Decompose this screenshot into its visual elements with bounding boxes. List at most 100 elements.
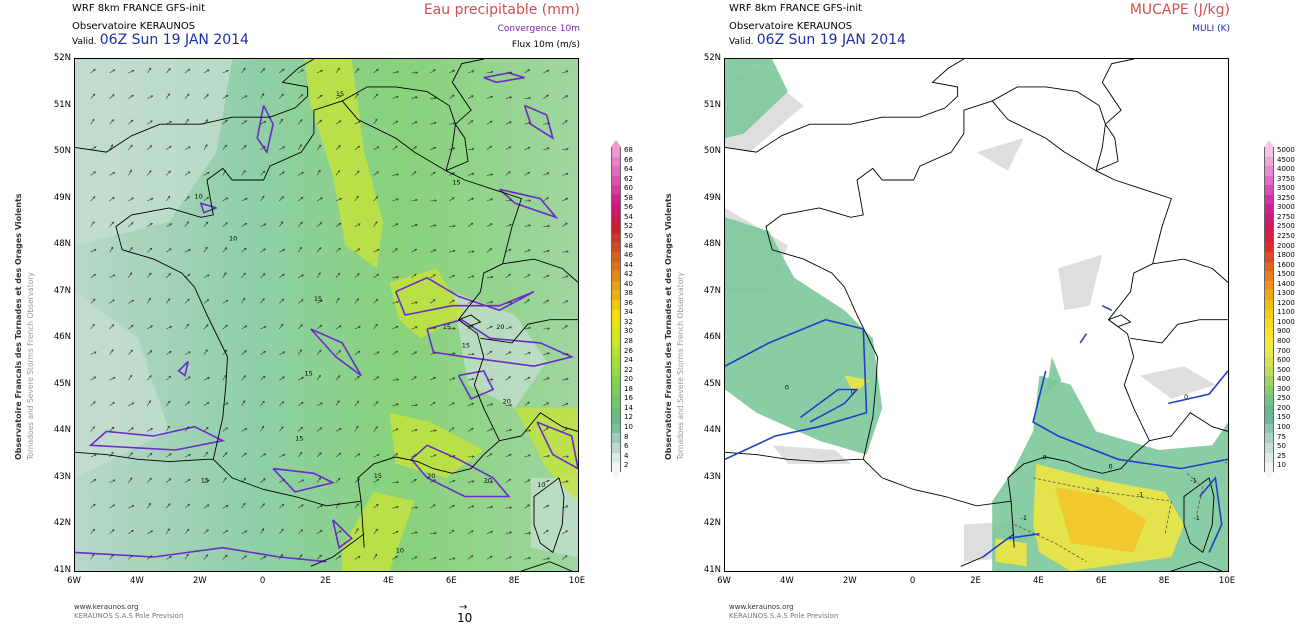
colorbar-segment [1264, 404, 1274, 415]
colorbar-segment [611, 414, 621, 424]
contour-label: 15 [295, 435, 303, 443]
contour-label: 15 [462, 342, 470, 350]
colorbar-label: 38 [624, 289, 633, 298]
colorbar-segment [1264, 347, 1274, 358]
colorbar-segment [1264, 166, 1274, 176]
colorbar-segment [611, 242, 621, 253]
colorbar-segment [1264, 213, 1274, 224]
colorbar-segment [611, 452, 621, 463]
colorbar-segment [611, 376, 621, 386]
colorbar-label: 18 [624, 384, 633, 393]
colorbar-segment [1264, 223, 1274, 233]
colorbar-label: 50 [624, 231, 633, 240]
colorbar-label: 700 [1277, 346, 1291, 355]
longitude-label: 2E [970, 576, 981, 586]
colorbar-label: 52 [624, 222, 633, 231]
colorbar-segment [1264, 280, 1274, 291]
latitude-label: 51N [53, 99, 71, 110]
valid-label: Valid. [72, 37, 97, 47]
contour-label: 10 [229, 235, 237, 243]
colorbar-segment [611, 299, 621, 310]
observatory-vertical-text: Observatoire Francais des Tornades et de… [664, 193, 673, 460]
latitude-label: 46N [703, 332, 721, 343]
colorbar-segment [611, 156, 621, 167]
colorbar-label: 36 [624, 298, 633, 307]
field-title: Eau precipitable (mm) [423, 2, 580, 18]
colorbar-label: 1600 [1277, 260, 1295, 269]
colorbar-label: 50 [1277, 442, 1286, 451]
colorbar-segment [1264, 204, 1274, 214]
colorbar-segment [1264, 328, 1274, 338]
longitude-label: 6W [67, 576, 81, 586]
colorbar-segment [1264, 147, 1274, 157]
longitude-label: 8E [1158, 576, 1170, 586]
colorbar-label: 75 [1277, 432, 1286, 441]
longitude-label: 4E [382, 576, 394, 586]
colorbar-label: 5000 [1277, 146, 1295, 154]
colorbar-segment [611, 404, 621, 415]
colorbar-segment [1264, 414, 1274, 424]
latitude-label: 41N [53, 565, 71, 575]
colorbar-segment [1264, 299, 1274, 310]
muli-contour-label: 0 [1043, 453, 1047, 461]
colorbar-label: 3750 [1277, 174, 1295, 183]
colorbar-label: 1800 [1277, 251, 1295, 260]
colorbar-label: 64 [624, 165, 633, 174]
colorbar-label: 2500 [1277, 222, 1295, 231]
wind-flux-subtitle: Flux 10m (m/s) [511, 40, 580, 50]
colorbar-label: 10 [1277, 461, 1286, 470]
colorbar-segment [611, 271, 621, 281]
muli-contour-label: 0 [1109, 463, 1113, 471]
longitude-label: 0 [909, 576, 916, 586]
colorbar-segment [1264, 252, 1274, 262]
colorbar-label: 100 [1277, 422, 1291, 431]
colorbar-segment [611, 395, 621, 405]
colorbar-segment [611, 357, 621, 367]
muli-contour-label: 0 [1184, 393, 1188, 401]
footer-company: KERAUNOS S.A.S Pole Prevision [74, 612, 184, 620]
muli-contour-label: -1 [1137, 491, 1143, 499]
muli-contour-label: -1 [1021, 514, 1027, 522]
colorbar-top-arrow [611, 140, 621, 147]
colorbar-segment [611, 261, 621, 272]
colorbar-label: 26 [624, 346, 633, 355]
model-header: WRF 8km FRANCE GFS-init [729, 3, 863, 14]
colorbar-label: 600 [1277, 356, 1291, 365]
field-title: MUCAPE (J/kg) [1129, 2, 1230, 18]
colorbar-label: 32 [624, 317, 633, 326]
latitude-label: 47N [53, 285, 71, 296]
colorbar-segment [1264, 261, 1274, 272]
latitude-label: 50N [53, 146, 71, 157]
colorbar-label: 20 [624, 375, 633, 384]
observatory-vertical-text: Observatoire Francais des Tornades et de… [14, 193, 23, 460]
colorbar-segment [1264, 242, 1274, 253]
contour-label: 20 [503, 397, 511, 405]
contour-label: 20 [427, 472, 435, 480]
colorbar-label: 34 [624, 308, 633, 317]
colorbar-segment [611, 337, 621, 348]
longitude-label: 6E [1095, 576, 1107, 586]
latitude-label: 52N [53, 53, 71, 63]
colorbar-segment [611, 194, 621, 205]
latitude-label: 46N [53, 332, 71, 343]
colorbar-label: 8 [624, 432, 629, 441]
latitude-label: 45N [703, 378, 721, 389]
colorbar-segment [1264, 194, 1274, 205]
model-header: WRF 8km FRANCE GFS-init [72, 3, 206, 14]
colorbar-segment [611, 147, 621, 157]
convergence-subtitle: Convergence 10m [497, 24, 580, 34]
colorbar-label: 400 [1277, 375, 1291, 384]
muli-contour-label: -2 [1093, 486, 1099, 494]
colorbar-bottom-arrow [1264, 471, 1274, 479]
colorbar-segment [1264, 442, 1274, 453]
colorbar-segment [1264, 337, 1274, 348]
colorbar-label: 40 [624, 279, 633, 288]
latitude-label: 50N [703, 146, 721, 157]
contour-label: 10 [537, 481, 545, 489]
contour-label: 15 [443, 323, 451, 331]
colorbar-label: 14 [624, 403, 633, 412]
colorbar-segment [611, 309, 621, 319]
wind-reference-value: 10 [457, 611, 473, 625]
longitude-label: 2W [842, 576, 857, 586]
colorbar-segment [1264, 175, 1274, 186]
